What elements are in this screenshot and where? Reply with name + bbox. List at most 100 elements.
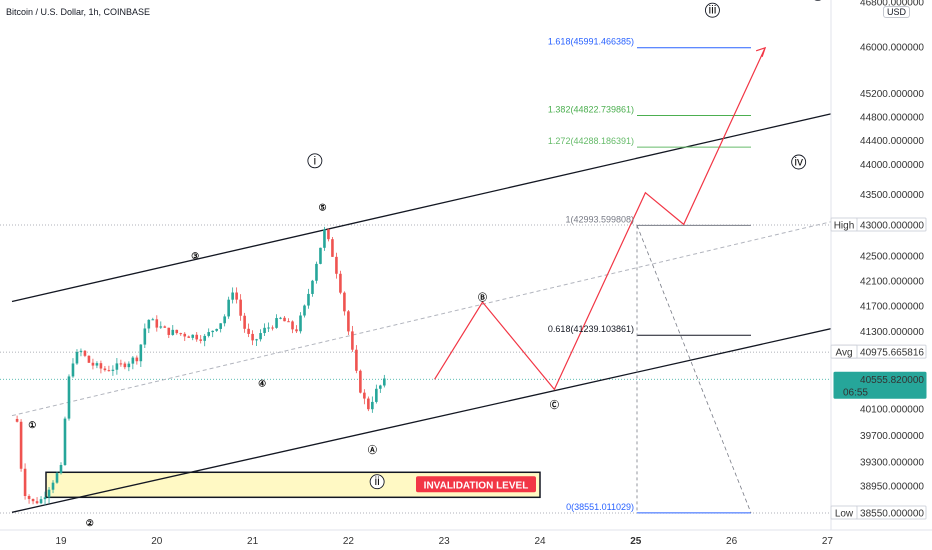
candle-body — [87, 355, 91, 363]
candle-body — [147, 319, 151, 329]
candle-body — [27, 495, 31, 499]
wave-label: ⑤ — [318, 203, 326, 213]
candle-body — [223, 316, 226, 324]
candle-body — [303, 305, 306, 316]
price-tag-box — [830, 344, 858, 359]
wave-label: ① — [28, 420, 36, 430]
candle-body — [31, 498, 35, 502]
candle-body — [271, 327, 274, 329]
candle-body — [163, 326, 167, 328]
fib-level-label: 1.382(44822.739861) — [548, 105, 634, 115]
wave-label: iii — [708, 3, 716, 17]
channel-mid-line — [11, 215, 857, 417]
candle-body — [63, 418, 67, 466]
wave-circle — [704, 2, 720, 18]
invalidation-label: INVALIDATION LEVEL — [424, 480, 529, 491]
candle-body — [135, 357, 139, 362]
candle-body — [19, 421, 23, 469]
candle-body — [211, 330, 214, 333]
y-tick-label: 42500.000000 — [860, 251, 924, 262]
candle-body — [311, 280, 314, 294]
wave-label: ④ — [258, 378, 266, 388]
wave-circle — [369, 474, 385, 490]
y-tick-label: 44800.000000 — [860, 112, 924, 123]
wave-circle — [307, 153, 323, 169]
candle-body — [195, 334, 199, 340]
wave-label: i — [314, 153, 317, 167]
fib-level-label: 0(38551.011029) — [566, 502, 634, 512]
wave-label: Ⓒ — [550, 399, 559, 410]
candle-body — [343, 292, 346, 312]
candle-body — [131, 357, 135, 364]
candle-body — [319, 247, 322, 264]
symbol-title: Bitcoin / U.S. Dollar, 1h, COINBASE — [6, 7, 151, 17]
candle-body — [239, 299, 242, 316]
candle-body — [143, 328, 147, 345]
candle-body — [127, 363, 131, 368]
candle-body — [151, 319, 155, 321]
price-label-value: 38550.000000 — [860, 509, 924, 520]
price-tag-box — [830, 217, 858, 232]
candle-body — [171, 329, 175, 335]
x-tick-label: 25 — [630, 536, 642, 547]
wave-label: iv — [794, 154, 803, 168]
projection-path — [434, 47, 766, 391]
candle-body — [275, 318, 278, 328]
candle-body — [335, 256, 338, 274]
candle-body — [159, 326, 163, 328]
candle-body — [299, 315, 302, 332]
candle-body — [383, 378, 386, 386]
candle-body — [251, 333, 254, 341]
candle-body — [291, 321, 294, 330]
candle-body — [355, 349, 358, 371]
y-tick-label: 41300.000000 — [860, 327, 924, 338]
candle-body — [307, 293, 310, 306]
candle-body — [83, 350, 87, 356]
candle-body — [47, 489, 51, 498]
fib-level-label: 1.272(44288.186391) — [548, 136, 634, 146]
candle-body — [179, 333, 183, 335]
y-tick-label: 43500.000000 — [860, 190, 924, 201]
currency-badge[interactable]: USD — [883, 6, 911, 18]
candle-body — [43, 497, 47, 500]
candle-body — [103, 368, 107, 371]
y-tick-label: 41700.000000 — [860, 301, 924, 312]
fib-level-label: 1.618(45991.466385) — [548, 37, 634, 47]
wave-label: ③ — [191, 251, 199, 261]
candle-body — [295, 329, 298, 332]
candle-body — [183, 333, 187, 337]
price-label-value: 40555.820000 — [860, 375, 924, 386]
channel-upper-line — [11, 107, 857, 303]
candle-body — [235, 292, 238, 300]
candle-body — [67, 376, 71, 419]
y-tick-label: 42100.000000 — [860, 276, 924, 287]
candle-body — [219, 323, 222, 329]
candle-body — [283, 317, 286, 322]
candle-body — [71, 363, 75, 377]
candle-body — [119, 363, 123, 365]
candle-body — [167, 327, 171, 335]
candle-body — [199, 339, 203, 341]
candle-body — [279, 317, 282, 319]
candle-body — [187, 336, 191, 338]
price-tag-label: High — [834, 221, 855, 232]
candle-body — [371, 401, 374, 410]
candle-body — [203, 335, 206, 341]
candle-body — [35, 501, 39, 504]
candle-body — [247, 328, 250, 334]
invalidation-badge — [416, 476, 536, 493]
candle-body — [155, 319, 159, 328]
candle-body — [115, 363, 119, 370]
candle-body — [327, 229, 330, 240]
candle-body — [243, 315, 246, 329]
y-tick-label: 46800.000000 — [860, 0, 924, 8]
candle-body — [259, 333, 262, 340]
fib-diagonal — [636, 225, 752, 514]
candle-body — [347, 311, 350, 332]
candle-body — [123, 363, 127, 368]
candle-body — [95, 363, 99, 366]
candle-body — [91, 362, 95, 366]
candle-body — [267, 327, 270, 329]
